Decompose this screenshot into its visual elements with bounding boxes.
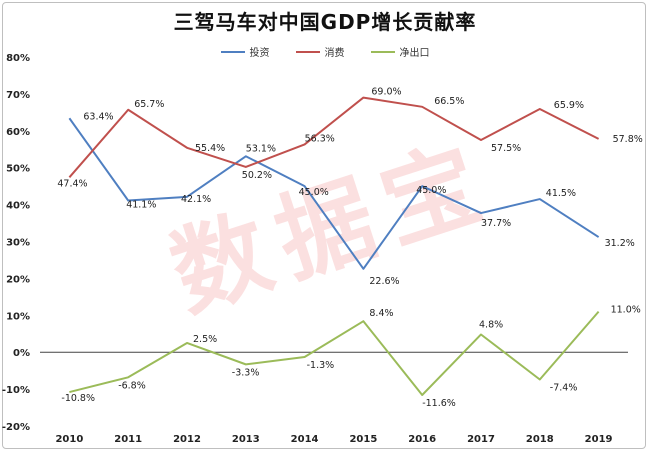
- data-label-investment: 45.0%: [299, 187, 329, 198]
- x-tick-label: 2019: [585, 434, 613, 445]
- x-tick-label: 2011: [114, 434, 142, 445]
- data-label-net-exports: 11.0%: [611, 305, 641, 316]
- legend-label-investment: 投资: [249, 48, 270, 59]
- series-line-investment: [68, 117, 600, 270]
- data-label-net-exports: 4.8%: [479, 319, 503, 330]
- data-label-consumption: 56.3%: [305, 133, 335, 144]
- data-label-consumption: 57.8%: [613, 134, 643, 145]
- legend-item-net-exports: 净出口: [370, 44, 430, 59]
- data-label-investment: 53.1%: [246, 143, 276, 154]
- y-tick-label: 30%: [6, 238, 30, 249]
- x-tick-label: 2015: [349, 434, 377, 445]
- data-label-net-exports: -11.6%: [422, 398, 456, 409]
- y-tick-label: 10%: [6, 311, 30, 322]
- y-tick-label: -10%: [2, 385, 30, 396]
- data-label-net-exports: -3.3%: [232, 367, 260, 378]
- legend-label-net-exports: 净出口: [399, 48, 430, 59]
- y-tick-label: 20%: [6, 274, 30, 285]
- data-label-net-exports: -10.8%: [61, 393, 95, 404]
- y-tick-label: -20%: [2, 422, 30, 433]
- data-label-consumption: 50.2%: [242, 170, 272, 181]
- series-line-net-exports: [69, 310, 600, 397]
- chart-title: 三驾马车对中国GDP增长贡献率: [173, 10, 477, 34]
- data-label-consumption: 57.5%: [491, 143, 521, 154]
- data-label-investment: 37.7%: [481, 218, 511, 229]
- data-label-investment: 22.6%: [369, 276, 399, 287]
- series-line-consumption: [68, 96, 600, 178]
- y-tick-label: 70%: [6, 90, 30, 101]
- legend: 投资 消费 净出口: [0, 44, 650, 59]
- x-tick-label: 2010: [55, 434, 83, 445]
- data-label-consumption: 65.7%: [134, 99, 164, 110]
- data-label-consumption: 65.9%: [554, 100, 584, 111]
- data-label-investment: 41.1%: [126, 200, 156, 211]
- data-label-net-exports: -1.3%: [307, 360, 335, 371]
- legend-item-consumption: 消费: [295, 44, 345, 59]
- x-tick-label: 2013: [232, 434, 260, 445]
- data-label-investment: 42.1%: [181, 194, 211, 205]
- x-tick-label: 2016: [408, 434, 436, 445]
- data-label-net-exports: -6.8%: [118, 380, 146, 391]
- legend-swatch-net-exports: [370, 50, 395, 53]
- chart-frame: [2, 2, 646, 449]
- x-tick-label: 2014: [291, 434, 319, 445]
- legend-swatch-investment: [220, 50, 245, 53]
- data-label-investment: 63.4%: [83, 111, 113, 122]
- x-tick-label: 2018: [526, 434, 554, 445]
- data-label-investment: 45.0%: [416, 185, 446, 196]
- y-tick-label: 40%: [6, 201, 30, 212]
- y-tick-label: 0%: [13, 348, 30, 359]
- data-label-investment: 41.5%: [546, 188, 576, 199]
- legend-item-investment: 投资: [220, 44, 270, 59]
- x-tick-label: 2017: [467, 434, 495, 445]
- data-label-consumption: 55.4%: [195, 143, 225, 154]
- data-label-consumption: 69.0%: [371, 87, 401, 98]
- legend-label-consumption: 消费: [324, 48, 345, 59]
- y-tick-label: 80%: [6, 53, 30, 64]
- y-tick-label: 60%: [6, 127, 30, 138]
- data-label-net-exports: 2.5%: [193, 334, 217, 345]
- legend-swatch-consumption: [295, 50, 320, 53]
- data-label-net-exports: 8.4%: [369, 308, 393, 319]
- y-tick-label: 50%: [6, 164, 30, 175]
- data-label-consumption: 66.5%: [434, 96, 464, 107]
- data-label-consumption: 47.4%: [57, 178, 87, 189]
- data-label-net-exports: -7.4%: [550, 383, 578, 394]
- data-label-investment: 31.2%: [605, 238, 635, 249]
- x-tick-label: 2012: [173, 434, 201, 445]
